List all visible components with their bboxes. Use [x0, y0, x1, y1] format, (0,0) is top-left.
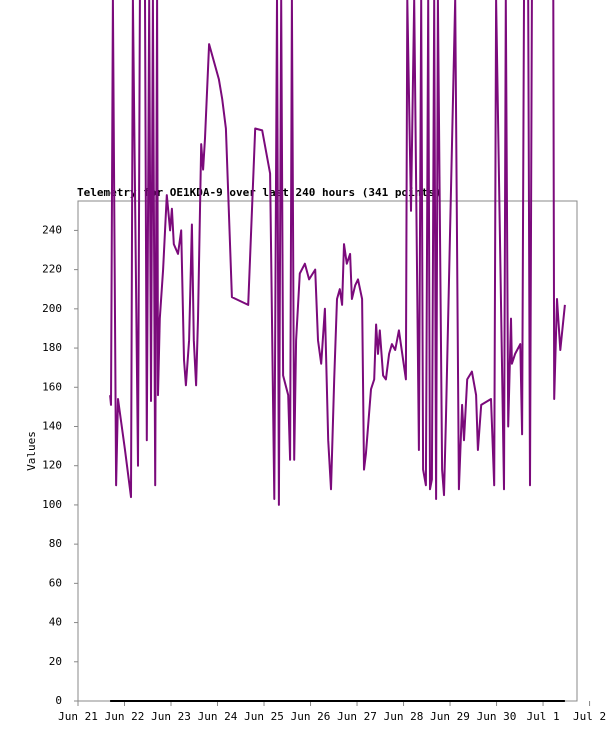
- y-tick-label: 20: [49, 655, 62, 668]
- x-tick-label: Jul 2: [573, 710, 606, 723]
- y-tick-label: 200: [42, 302, 62, 315]
- x-tick-label: Jun 25: [244, 710, 284, 723]
- x-tick-label: Jun 27: [337, 710, 377, 723]
- x-tick-label: Jun 24: [198, 710, 238, 723]
- plot-frame: [77, 200, 578, 702]
- y-tick-label: 220: [42, 263, 62, 276]
- y-tick-label: 180: [42, 341, 62, 354]
- x-tick-label: Jun 26: [291, 710, 331, 723]
- x-tick-label: Jun 30: [477, 710, 517, 723]
- y-tick-label: 40: [49, 616, 62, 629]
- y-tick-label: 80: [49, 537, 62, 550]
- y-axis-label: Values: [25, 431, 38, 471]
- x-tick-label: Jun 29: [430, 710, 470, 723]
- x-tick-label: Jun 28: [384, 710, 424, 723]
- x-tick-label: Jun 22: [105, 710, 145, 723]
- y-tick-label: 120: [42, 459, 62, 472]
- x-tick-label: Jun 23: [151, 710, 191, 723]
- y-tick-label: 0: [55, 694, 62, 707]
- y-tick-label: 160: [42, 380, 62, 393]
- chart-title: Telemetry for OE1KDA-9 over last 240 hou…: [77, 186, 441, 199]
- x-tick-label: Jun 21: [58, 710, 98, 723]
- x-tick-label: Jul 1: [526, 710, 559, 723]
- data-line: [109, 0, 566, 506]
- y-tick-label: 100: [42, 498, 62, 511]
- y-tick-label: 240: [42, 223, 62, 236]
- y-tick-label: 140: [42, 419, 62, 432]
- y-tick-label: 60: [49, 576, 62, 589]
